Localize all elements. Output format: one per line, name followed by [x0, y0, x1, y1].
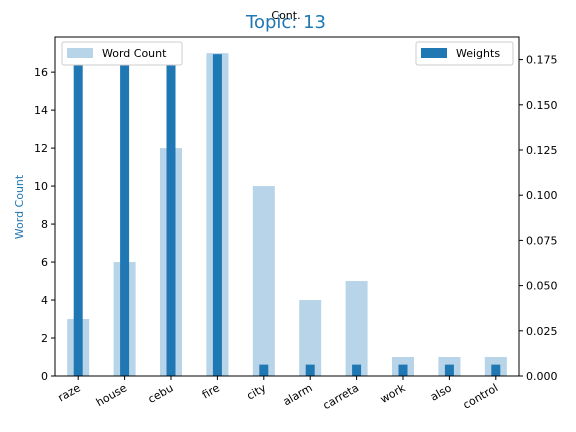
x-tick-label-raze: raze — [56, 381, 83, 404]
x-tick-label-alarm: alarm — [281, 381, 315, 408]
word-count-bar-alarm — [299, 300, 322, 376]
plot-frame — [54, 36, 520, 377]
right-axis-ticks: 0.000 0.025 0.050 0.075 0.100 0.125 0.150 0.175 — [519, 54, 558, 383]
legend-weights: Weights — [415, 41, 514, 66]
legend-weights-label: Weights — [456, 47, 500, 60]
x-tick-label-also: also — [428, 381, 454, 404]
weight-bar-also — [444, 364, 454, 376]
left-tick-label: 8 — [41, 218, 48, 231]
x-tick-label-fire: fire — [200, 381, 222, 401]
weight-bar-city — [259, 364, 269, 376]
right-tick-label: 0.000 — [526, 370, 558, 383]
weight-bar-alarm — [305, 364, 315, 376]
weight-bar-fire — [212, 54, 222, 377]
weight-bar-carreta — [352, 364, 362, 376]
word-count-bar-city — [252, 186, 275, 376]
word-count-bar-carreta — [345, 281, 368, 376]
left-tick-label: 2 — [41, 332, 48, 345]
weight-bar-work — [398, 364, 408, 376]
right-tick-label: 0.075 — [526, 234, 558, 247]
weight-bar-raze — [73, 54, 83, 377]
x-tick-label-cebu: cebu — [146, 381, 176, 406]
left-tick-label: 6 — [41, 256, 48, 269]
legend-word-count: Word Count — [61, 41, 183, 66]
left-tick-label: 0 — [41, 370, 48, 383]
top-label: Cont. — [271, 9, 300, 22]
weight-bar-cebu — [166, 54, 176, 377]
x-tick-label-work: work — [378, 381, 408, 406]
right-tick-label: 0.100 — [526, 189, 558, 202]
x-axis-ticks: raze house cebu fire city alarm carreta work als… — [56, 376, 501, 412]
x-tick-label-city: city — [245, 381, 269, 402]
right-tick-label: 0.150 — [526, 99, 558, 112]
chart-title: Topic: 13 — [245, 12, 326, 33]
left-axis-ticks: 0 2 4 6 8 10 12 14 16 — [34, 66, 55, 383]
left-tick-label: 14 — [34, 104, 48, 117]
x-tick-label-house: house — [94, 381, 129, 409]
x-tick-label-control: control — [461, 381, 501, 411]
legend-word-count-label: Word Count — [102, 47, 167, 60]
word-count-bars — [67, 53, 507, 377]
right-tick-label: 0.125 — [526, 144, 558, 157]
left-tick-label: 4 — [41, 294, 48, 307]
right-tick-label: 0.175 — [526, 54, 558, 67]
left-tick-label: 12 — [34, 142, 48, 155]
legend-weights-swatch — [421, 48, 447, 58]
weight-bars — [73, 54, 501, 377]
x-tick-label-carreta: carreta — [321, 381, 361, 412]
legend-word-count-swatch — [67, 48, 93, 58]
weight-bar-house — [120, 54, 130, 377]
y-axis-label-left: Word Count — [13, 174, 26, 239]
right-tick-label: 0.050 — [526, 280, 558, 293]
left-tick-label: 10 — [34, 180, 48, 193]
left-tick-label: 16 — [34, 66, 48, 79]
axes — [54, 36, 520, 377]
weight-bar-control — [491, 364, 501, 376]
right-tick-label: 0.025 — [526, 325, 558, 338]
